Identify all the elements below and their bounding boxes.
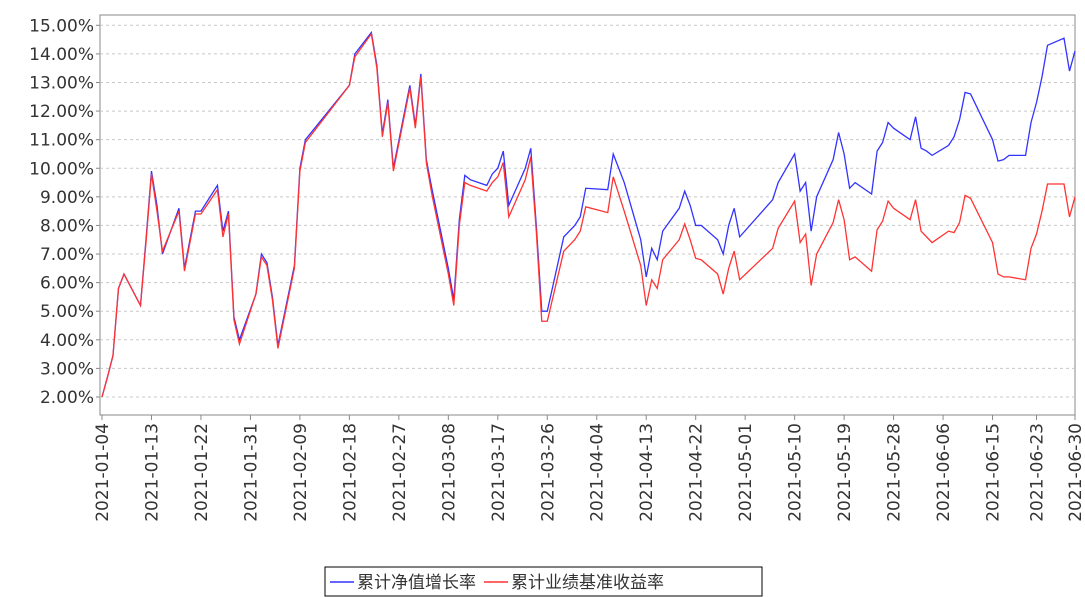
y-tick-label: 7.00% bbox=[40, 245, 94, 265]
x-tick-label: 2021-06-23 bbox=[1028, 423, 1048, 522]
y-tick-label: 8.00% bbox=[40, 216, 94, 236]
x-tick-label: 2021-05-10 bbox=[786, 423, 806, 522]
x-tick-label: 2021-02-27 bbox=[390, 423, 410, 522]
series-line bbox=[101, 30, 1076, 398]
x-tick-label: 2021-03-08 bbox=[439, 423, 459, 522]
x-tick-label: 2021-05-01 bbox=[736, 423, 756, 522]
plot-frame bbox=[99, 14, 1076, 416]
y-tick-label: 14.00% bbox=[29, 45, 94, 65]
x-tick-label: 2021-02-18 bbox=[340, 423, 360, 522]
series-line bbox=[101, 32, 1076, 398]
y-tick-label: 10.00% bbox=[29, 159, 94, 179]
y-tick-label: 5.00% bbox=[40, 302, 94, 322]
x-tick-label: 2021-06-06 bbox=[934, 423, 954, 522]
y-tick-label: 13.00% bbox=[29, 73, 94, 93]
legend-box bbox=[324, 566, 763, 597]
y-tick-label: 15.00% bbox=[29, 16, 94, 36]
legend-label: 累计净值增长率 bbox=[357, 573, 476, 593]
y-tick-label: 9.00% bbox=[40, 188, 94, 208]
y-tick-label: 3.00% bbox=[40, 359, 94, 379]
x-tick-label: 2021-01-04 bbox=[93, 423, 113, 522]
y-tick-label: 2.00% bbox=[40, 388, 94, 408]
x-tick-label: 2021-05-19 bbox=[835, 423, 855, 522]
x-tick-label: 2021-01-31 bbox=[241, 423, 261, 522]
x-tick-label: 2021-06-15 bbox=[984, 423, 1004, 522]
legend-label: 累计业绩基准收益率 bbox=[511, 573, 664, 593]
x-tick-label: 2021-03-17 bbox=[489, 423, 509, 522]
y-tick-label: 11.00% bbox=[29, 131, 94, 151]
x-tick-label: 2021-05-28 bbox=[885, 423, 905, 522]
x-tick-label: 2021-01-13 bbox=[142, 423, 162, 522]
y-tick-label: 4.00% bbox=[40, 331, 94, 351]
x-tick-label: 2021-04-13 bbox=[637, 423, 657, 522]
x-tick-label: 2021-02-09 bbox=[291, 423, 311, 522]
x-tick-label: 2021-04-22 bbox=[687, 423, 707, 522]
x-tick-label: 2021-01-22 bbox=[192, 423, 212, 522]
x-tick-label: 2021-04-04 bbox=[588, 423, 608, 522]
y-tick-label: 6.00% bbox=[40, 274, 94, 294]
x-tick-label: 2021-03-26 bbox=[538, 423, 558, 522]
y-tick-label: 12.00% bbox=[29, 102, 94, 122]
x-tick-label: 2021-06-30 bbox=[1066, 423, 1085, 522]
